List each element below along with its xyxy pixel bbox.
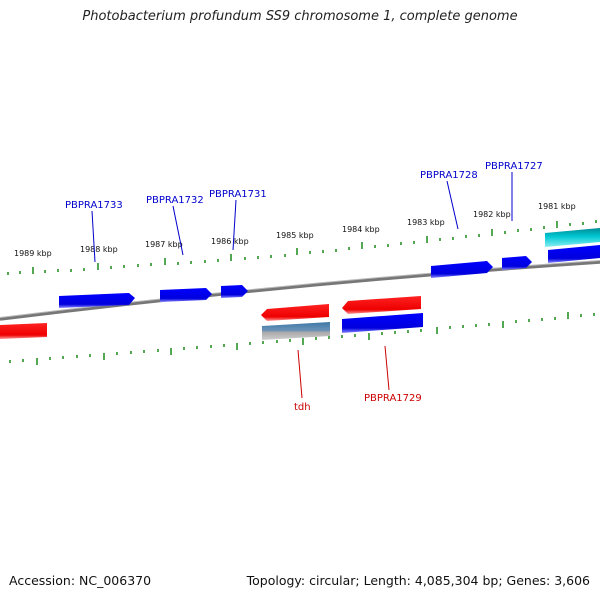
gene-label[interactable]: PBPRA1729 <box>364 393 422 404</box>
gene-arrow[interactable] <box>160 288 212 302</box>
kbp-label: 1989 kbp <box>14 249 52 258</box>
gene-arrow[interactable] <box>431 261 493 278</box>
kbp-label: 1984 kbp <box>342 225 380 234</box>
gene-arrow[interactable] <box>261 304 329 321</box>
gene-label[interactable]: PBPRA1732 <box>146 195 204 206</box>
kbp-label: 1987 kbp <box>145 240 183 249</box>
kbp-label: 1982 kbp <box>473 210 511 219</box>
kbp-label: 1985 kbp <box>276 231 314 240</box>
gene-arrow[interactable] <box>0 323 47 339</box>
pseudo-gene-arrow[interactable] <box>262 322 330 340</box>
gene-arrow[interactable] <box>342 313 423 333</box>
gene-arrow[interactable] <box>221 285 248 298</box>
kbp-label: 1986 kbp <box>211 237 249 246</box>
top-scale-ticks <box>7 220 597 275</box>
gene-label[interactable]: PBPRA1731 <box>209 189 267 200</box>
gene-arrow[interactable] <box>548 245 600 263</box>
bottom-gene-labels: tdh PBPRA1729 <box>294 393 422 413</box>
gene-label[interactable]: PBPRA1728 <box>420 170 478 181</box>
gene-arrow[interactable] <box>502 256 532 270</box>
gene-arrow[interactable] <box>342 296 421 314</box>
gene-label[interactable]: PBPRA1733 <box>65 200 123 211</box>
bottom-label-leaders <box>297 345 390 399</box>
gene-label[interactable]: tdh <box>294 402 311 413</box>
bottom-scale-ticks <box>9 312 595 365</box>
kbp-label: 1988 kbp <box>80 245 118 254</box>
map-title: Photobacterium profundum SS9 chromosome … <box>82 9 518 24</box>
gene-arrow[interactable] <box>545 228 600 247</box>
gene-label[interactable]: PBPRA1727 <box>485 161 543 172</box>
forward-strand-genes <box>59 228 600 308</box>
accession-text: Accession: NC_006370 <box>9 573 152 588</box>
top-label-leaders <box>91 172 513 263</box>
genome-summary-text: Topology: circular; Length: 4,085,304 bp… <box>246 573 590 588</box>
gene-arrow[interactable] <box>59 293 135 308</box>
kbp-label: 1983 kbp <box>407 218 445 227</box>
top-gene-labels: PBPRA1733 PBPRA1732 PBPRA1731 PBPRA1728 … <box>65 161 543 211</box>
reverse-strand-genes <box>0 296 423 340</box>
kbp-labels: 1989 kbp 1988 kbp 1987 kbp 1986 kbp 1985… <box>14 202 576 258</box>
kbp-label: 1981 kbp <box>538 202 576 211</box>
